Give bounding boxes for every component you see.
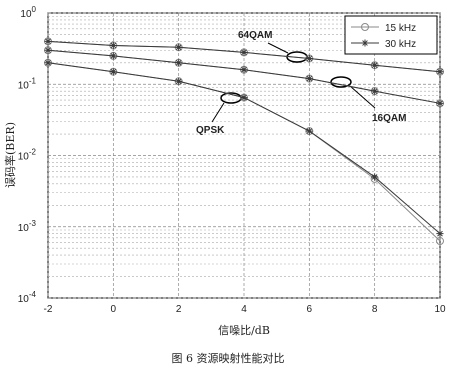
- y-tick-label: 10-3: [18, 219, 37, 234]
- y-tick-label: 10-1: [18, 76, 37, 91]
- marker: [175, 77, 183, 85]
- y-tick-base: 10: [18, 80, 30, 91]
- y-axis-label: 误码率(BER): [3, 122, 17, 188]
- x-tick-label: 10: [434, 304, 446, 315]
- y-tick-exponent: -3: [29, 219, 37, 228]
- annotation-arrow: [267, 42, 289, 54]
- marker: [44, 46, 52, 54]
- annotation: QPSK: [196, 125, 225, 136]
- x-tick-label: 4: [241, 304, 247, 315]
- marker: [109, 41, 117, 49]
- x-tick-label: 8: [372, 304, 378, 315]
- annotation-arrow: [211, 102, 225, 123]
- y-tick-exponent: -1: [29, 76, 37, 85]
- y-tick-label: 100: [20, 5, 36, 20]
- grid: [47, 12, 441, 299]
- annotation: 64QAM: [238, 30, 272, 41]
- marker: [436, 230, 444, 238]
- annotation: 16QAM: [372, 113, 406, 124]
- marker: [371, 61, 379, 69]
- marker: [305, 127, 313, 135]
- marker: [436, 68, 444, 76]
- marker: [240, 66, 248, 74]
- marker: [371, 87, 379, 95]
- marker: [436, 99, 444, 107]
- marker: [371, 173, 379, 181]
- marker: [240, 94, 248, 102]
- x-tick-label: 0: [111, 304, 117, 315]
- marker: [44, 37, 52, 45]
- legend-marker: [361, 39, 369, 47]
- legend-box: [344, 15, 438, 55]
- caption: 图 6 资源映射性能对比: [172, 351, 285, 365]
- x-tick-label: 6: [307, 304, 313, 315]
- y-tick-exponent: 0: [32, 5, 37, 14]
- y-tick-base: 10: [20, 9, 32, 20]
- legend-label: 15 kHz: [385, 23, 416, 34]
- annotation-ellipse: [286, 51, 308, 63]
- y-tick-base: 10: [18, 223, 30, 234]
- legend-marker: [361, 23, 369, 31]
- annotation-ellipse: [330, 76, 352, 88]
- x-tick-label: 2: [176, 304, 182, 315]
- legend-label: 30 kHz: [385, 39, 416, 50]
- y-tick-base: 10: [18, 294, 30, 305]
- marker: [44, 59, 52, 67]
- marker: [436, 237, 444, 246]
- marker: [175, 59, 183, 67]
- x-tick-label: -2: [44, 304, 53, 315]
- x-axis-label: 信噪比/dB: [218, 324, 270, 337]
- marker: [109, 52, 117, 60]
- y-tick-exponent: -2: [29, 148, 37, 157]
- marker: [305, 54, 313, 62]
- marker: [175, 43, 183, 51]
- y-tick-label: 10-2: [18, 148, 37, 163]
- y-tick-exponent: -4: [29, 290, 37, 299]
- marker: [240, 48, 248, 56]
- marker: [109, 68, 117, 76]
- marker: [305, 75, 313, 83]
- annotation-arrow: [349, 85, 376, 109]
- y-tick-label: 10-4: [18, 290, 37, 305]
- y-tick-base: 10: [18, 152, 30, 163]
